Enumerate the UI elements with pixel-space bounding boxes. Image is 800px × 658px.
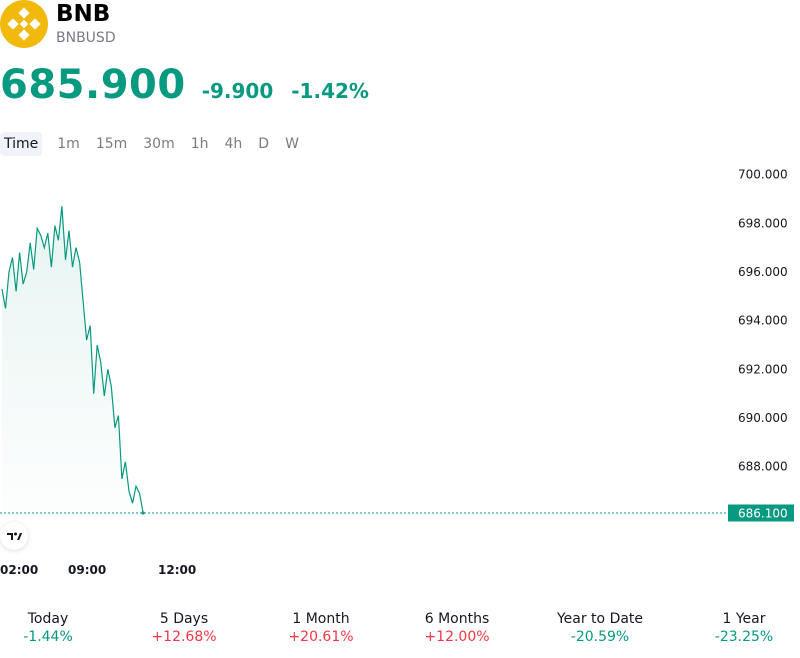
price-change: -9.900 bbox=[201, 79, 274, 103]
performance-6-months[interactable]: 6 Months +12.00% bbox=[397, 610, 517, 646]
interval-tab-15m[interactable]: 15m bbox=[95, 136, 128, 152]
symbol-ticker: BNBUSD bbox=[56, 30, 116, 46]
performance-value: +20.61% bbox=[288, 629, 354, 645]
symbol-name: BNB bbox=[56, 1, 111, 27]
performance-1-month[interactable]: 1 Month +20.61% bbox=[261, 610, 381, 646]
interval-tab-d[interactable]: D bbox=[258, 136, 270, 152]
interval-tab-1h[interactable]: 1h bbox=[190, 136, 209, 152]
y-axis-tick-label: 700.000 bbox=[738, 168, 788, 182]
last-price: 685.900 bbox=[0, 62, 186, 108]
tradingview-logo-icon[interactable] bbox=[0, 522, 28, 550]
y-axis-tick-label: 694.000 bbox=[738, 314, 788, 328]
performance-value: -23.25% bbox=[714, 629, 774, 645]
interval-tabs: Time 1m 15m 30m 1h 4h D W bbox=[0, 132, 311, 156]
y-axis-tick-label: 688.000 bbox=[738, 460, 788, 474]
performance-value: -1.44% bbox=[23, 629, 73, 645]
performance-value: +12.68% bbox=[151, 629, 217, 645]
bnb-coin-icon bbox=[0, 0, 48, 48]
interval-tab-w[interactable]: W bbox=[285, 136, 299, 152]
performance-value: -20.59% bbox=[570, 629, 630, 645]
x-axis-tick-label: 09:00 bbox=[68, 563, 106, 577]
last-price-badge-label: 686.100 bbox=[738, 507, 788, 521]
quote-row: 685.900 -9.900 -1.42% bbox=[0, 62, 369, 108]
performance-label: Today bbox=[27, 611, 69, 627]
performance-year-to-date[interactable]: Year to Date -20.59% bbox=[540, 610, 660, 646]
performance-label: 1 Year bbox=[722, 611, 766, 627]
price-series-line bbox=[1, 206, 144, 514]
performance-bar: Today -1.44% 5 Days +12.68% 1 Month +20.… bbox=[0, 610, 800, 650]
interval-tab-30m[interactable]: 30m bbox=[143, 136, 175, 152]
price-chart[interactable]: 700.000 698.000 696.000 694.000 692.000 690.0… bbox=[0, 160, 800, 590]
performance-label: 6 Months bbox=[424, 611, 490, 627]
last-price-badge bbox=[728, 504, 794, 522]
performance-label: 5 Days bbox=[159, 611, 209, 627]
y-axis-tick-label: 690.000 bbox=[738, 411, 788, 425]
performance-label: Year to Date bbox=[556, 611, 644, 627]
interval-tab-1m[interactable]: 1m bbox=[57, 136, 80, 152]
price-area-fill bbox=[1, 206, 144, 513]
performance-1-year[interactable]: 1 Year -23.25% bbox=[684, 610, 800, 646]
x-axis-tick-label: 02:00 bbox=[0, 563, 38, 577]
performance-label: 1 Month bbox=[292, 611, 350, 627]
y-axis-tick-label: 692.000 bbox=[738, 362, 788, 376]
interval-tab-time[interactable]: Time bbox=[0, 132, 43, 156]
price-change-percent: -1.42% bbox=[291, 79, 369, 103]
performance-today[interactable]: Today -1.44% bbox=[0, 610, 108, 646]
y-axis-tick-label: 698.000 bbox=[738, 216, 788, 230]
performance-5-days[interactable]: 5 Days +12.68% bbox=[124, 610, 244, 646]
last-price-point bbox=[141, 511, 145, 515]
y-axis-tick-label: 696.000 bbox=[738, 265, 788, 279]
performance-value: +12.00% bbox=[424, 629, 490, 645]
interval-tab-4h[interactable]: 4h bbox=[224, 136, 243, 152]
x-axis-tick-label: 12:00 bbox=[158, 563, 196, 577]
